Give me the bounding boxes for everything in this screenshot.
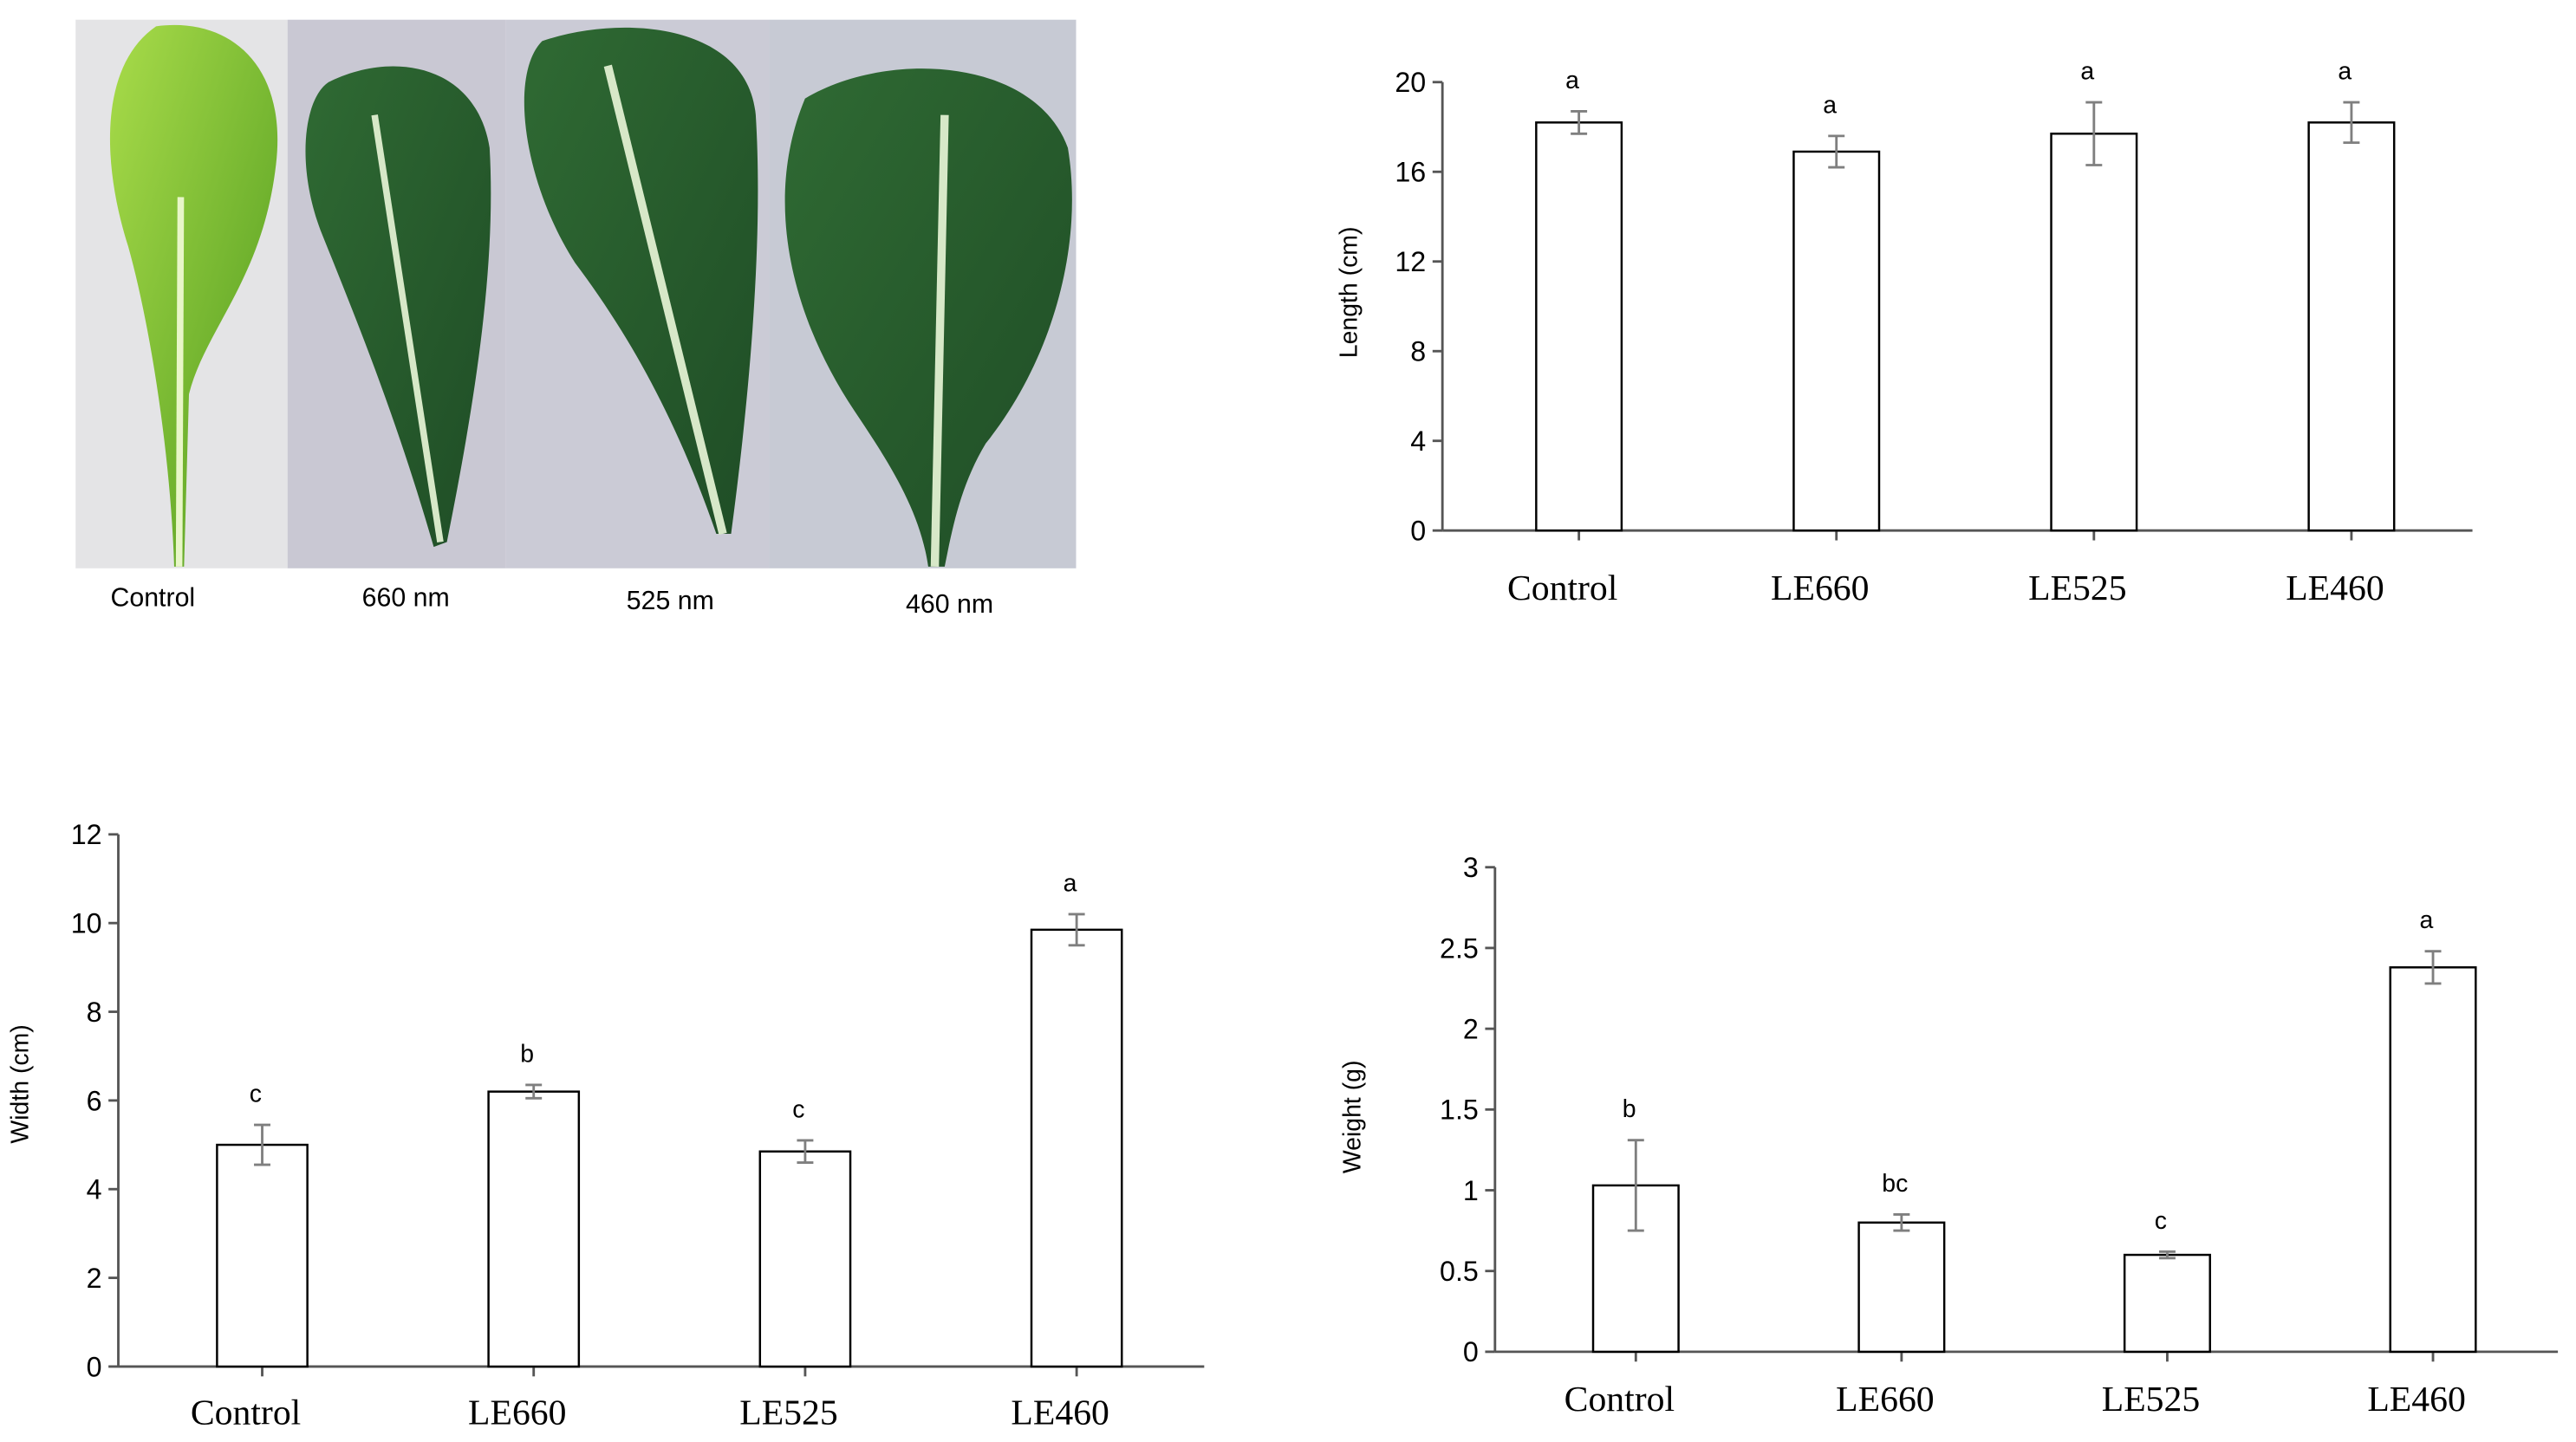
significance-letter: c	[2155, 1207, 2167, 1235]
bar-chart: 0 2 4 6 8 10 12 Width (cm) c Control b LE660 c LE525 a…	[6, 819, 1205, 1432]
x-tick-label: LE525	[2102, 1380, 2200, 1419]
y-tick-label: 3	[1463, 852, 1479, 883]
leaf-vein	[930, 114, 949, 567]
leaf	[524, 27, 758, 534]
bar	[2307, 121, 2396, 532]
x-tick-label: Control	[1507, 568, 1617, 608]
x-tick-label: LE460	[2286, 568, 2384, 608]
y-tick-label: 1.5	[1440, 1094, 1479, 1126]
bar	[1792, 150, 1881, 532]
bar	[487, 1090, 581, 1368]
photo-label: 660 nm	[362, 583, 450, 612]
significance-letter: a	[1064, 869, 1077, 897]
significance-letter: a	[1565, 67, 1579, 94]
photo-label: 525 nm	[627, 587, 714, 615]
leaf-vein	[371, 114, 444, 543]
significance-letter: b	[520, 1040, 534, 1068]
significance-letter: c	[792, 1095, 804, 1123]
y-tick-label: 4	[87, 1174, 102, 1205]
y-tick-label: 4	[1410, 425, 1426, 457]
y-tick-label: 2.5	[1440, 932, 1479, 964]
y-axis-title: Weight (g)	[1338, 1061, 1366, 1174]
leaf	[109, 24, 278, 567]
leaf	[784, 68, 1072, 567]
bar	[2050, 133, 2138, 532]
bar	[1030, 928, 1123, 1368]
y-axis-title: Length (cm)	[1336, 227, 1363, 359]
y-tick-label: 0	[1463, 1336, 1479, 1367]
y-tick-label: 0	[87, 1351, 102, 1382]
y-tick-label: 16	[1395, 157, 1426, 188]
bar	[2123, 1253, 2211, 1354]
bar	[1535, 121, 1623, 532]
bar-chart: 0 4 8 12 16 20 Length (cm) a Control a LE660 a LE525…	[1336, 58, 2473, 608]
x-tick-label: LE460	[2367, 1380, 2465, 1419]
x-tick-label: LE525	[2028, 568, 2126, 608]
y-tick-label: 12	[1395, 246, 1426, 277]
significance-letter: a	[2080, 58, 2094, 86]
y-tick-label: 8	[1410, 336, 1426, 367]
x-tick-label: LE460	[1011, 1393, 1109, 1432]
y-tick-label: 12	[71, 819, 102, 850]
y-tick-label: 0.5	[1440, 1256, 1479, 1287]
leaf-vein	[603, 64, 727, 536]
y-tick-label: 0	[1410, 516, 1426, 547]
x-tick-label: Control	[191, 1393, 301, 1432]
significance-letter: a	[2338, 58, 2352, 86]
bar-chart: 0 0.5 1 1.5 2 2.5 3 Weight (g) b Control bc LE660 c L…	[1338, 852, 2559, 1419]
significance-letter: b	[1623, 1095, 1636, 1123]
bar	[216, 1143, 309, 1368]
y-tick-label: 1	[1463, 1175, 1479, 1206]
bar	[758, 1150, 852, 1368]
y-tick-label: 20	[1395, 67, 1426, 98]
leaf-vein	[175, 197, 185, 567]
x-tick-label: LE660	[1836, 1380, 1934, 1419]
x-tick-label: LE525	[739, 1393, 837, 1432]
y-axis-title: Width (cm)	[6, 1024, 34, 1143]
x-tick-label: Control	[1564, 1380, 1675, 1419]
y-tick-label: 8	[87, 997, 102, 1028]
photo-label: 460 nm	[906, 590, 993, 619]
bar	[2389, 966, 2477, 1354]
bar	[1857, 1221, 1946, 1354]
x-tick-label: LE660	[468, 1393, 566, 1432]
significance-letter: a	[1823, 91, 1837, 119]
leaf-photos	[75, 19, 1077, 568]
photo-label: Control	[110, 583, 195, 612]
y-tick-label: 10	[71, 908, 102, 939]
y-tick-label: 2	[1463, 1013, 1479, 1044]
y-tick-label: 6	[87, 1085, 102, 1116]
y-tick-label: 2	[87, 1263, 102, 1294]
leaf	[305, 66, 491, 548]
significance-letter: bc	[1882, 1170, 1908, 1198]
significance-letter: a	[2420, 906, 2434, 934]
x-tick-label: LE660	[1771, 568, 1869, 608]
significance-letter: c	[250, 1080, 262, 1107]
